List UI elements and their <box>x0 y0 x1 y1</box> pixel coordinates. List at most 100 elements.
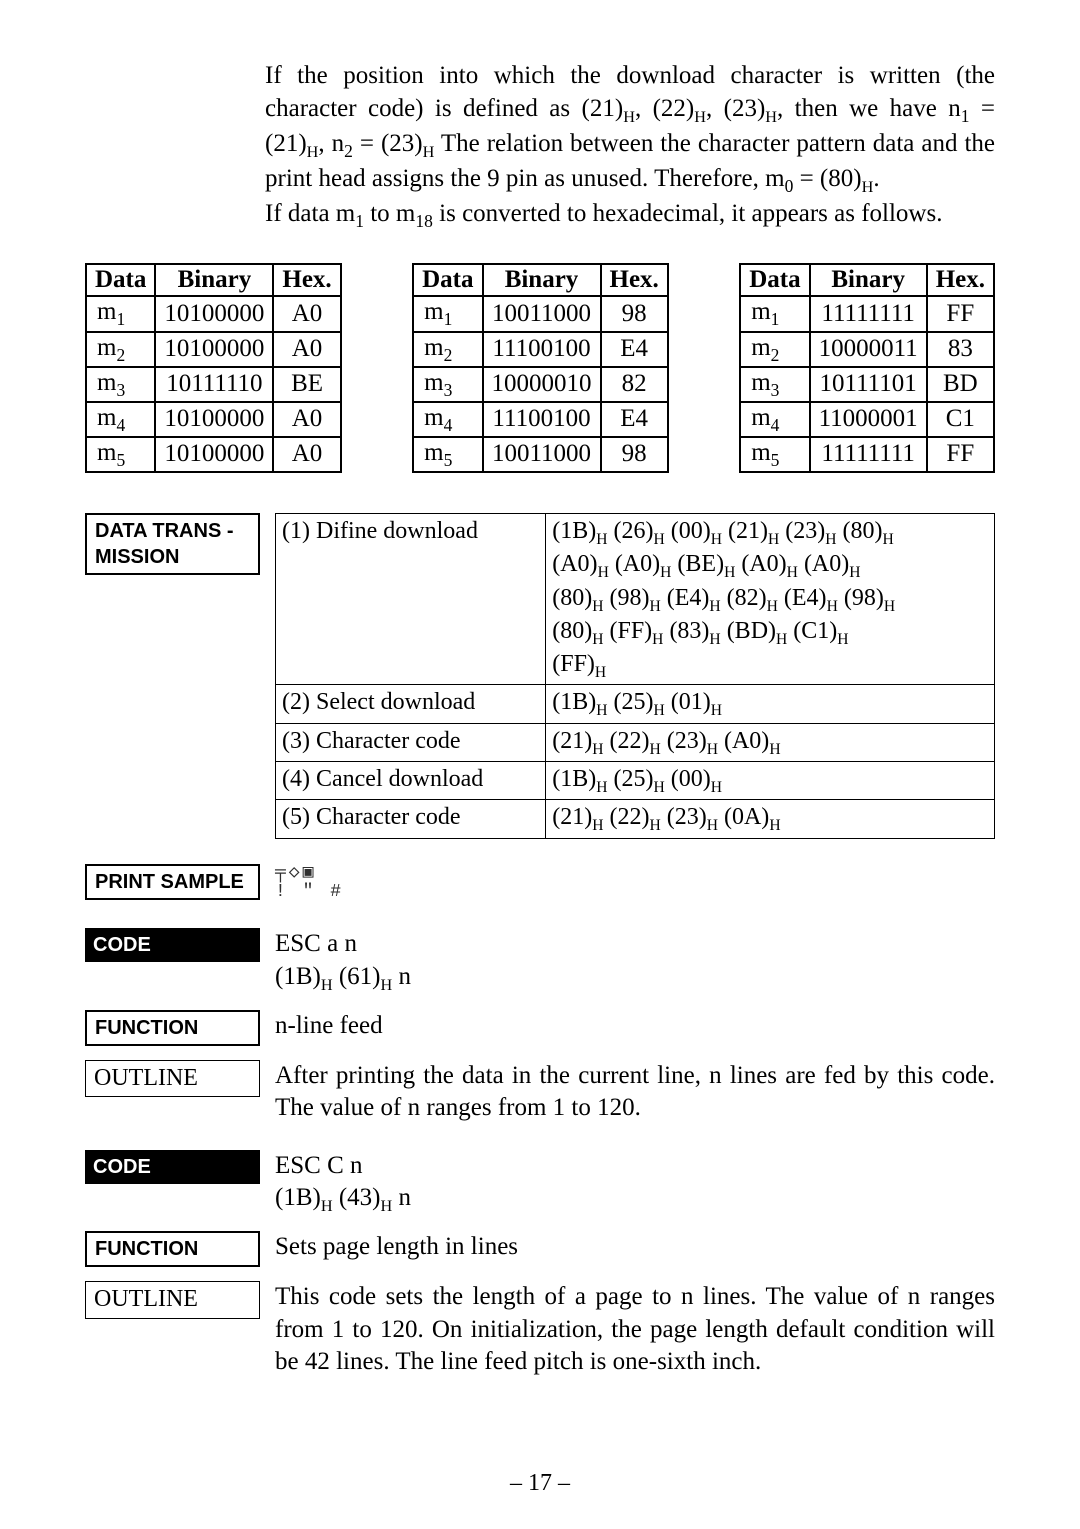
hex-cell: FF <box>927 296 994 331</box>
code2-outline-text: This code sets the length of a page to n… <box>275 1281 995 1379</box>
hex-cell: A0 <box>273 437 340 472</box>
hex-cell: E4 <box>601 402 668 437</box>
code1-function-row: FUNCTION n-line feed <box>85 1010 995 1046</box>
code1-code-body: ESC a n (1B)H (61)H n <box>275 928 995 996</box>
table-row: m111111111FF <box>740 296 994 331</box>
code1-code-label: CODE <box>85 928 260 962</box>
hex-cell: E4 <box>601 332 668 367</box>
code1-code-row: CODE ESC a n (1B)H (61)H n <box>85 928 995 996</box>
data-trans-table: (1) Difine download(1B)H (26)H (00)H (21… <box>275 513 995 839</box>
intro-text: If the position into which the download … <box>265 60 995 233</box>
binary-table-3: DataBinaryHex.m111111111FFm21000001183m3… <box>739 263 995 473</box>
binary-cell: 10111110 <box>155 367 273 402</box>
binary-cell: 11111111 <box>810 437 927 472</box>
data-cell: m5 <box>740 437 809 472</box>
hex-cell: BE <box>273 367 340 402</box>
code2-function-text: Sets page length in lines <box>275 1231 995 1264</box>
binary-cell: 11111111 <box>810 296 927 331</box>
col-header: Binary <box>810 264 927 297</box>
data-cell: m3 <box>413 367 482 402</box>
data-cell: m1 <box>740 296 809 331</box>
binary-cell: 10100000 <box>155 332 273 367</box>
binary-table-2: DataBinaryHex.m11001100098m211100100E4m3… <box>412 263 669 473</box>
table-row: (4) Cancel download(1B)H (25)H (00)H <box>276 761 995 799</box>
col-header: Binary <box>483 264 601 297</box>
table-row: m21000001183 <box>740 332 994 367</box>
data-trans-label: DATA TRANS - MISSION <box>85 513 260 575</box>
data-cell: m1 <box>413 296 482 331</box>
table-row: m110100000A0 <box>86 296 341 331</box>
col-header: Hex. <box>927 264 994 297</box>
hex-cell: 98 <box>601 437 668 472</box>
table-row: m410100000A0 <box>86 402 341 437</box>
table-row: m510100000A0 <box>86 437 341 472</box>
data-cell: m5 <box>413 437 482 472</box>
binary-table-1: DataBinaryHex.m110100000A0m210100000A0m3… <box>85 263 342 473</box>
code2-code-label: CODE <box>85 1150 260 1184</box>
hex-cell: A0 <box>273 402 340 437</box>
binary-cell: 10100000 <box>155 296 273 331</box>
data-cell: m3 <box>86 367 155 402</box>
table-row: m511111111FF <box>740 437 994 472</box>
table-row: m310111101BD <box>740 367 994 402</box>
hex-cell: 82 <box>601 367 668 402</box>
table-row: m411100100E4 <box>413 402 668 437</box>
code2-outline-label: OUTLINE <box>85 1281 260 1318</box>
trans-right-cell: (1B)H (25)H (01)H <box>546 685 995 723</box>
binary-cell: 10011000 <box>483 296 601 331</box>
table-row: (5) Character code(21)H (22)H (23)H (0A)… <box>276 800 995 838</box>
col-header: Data <box>86 264 155 297</box>
table-row: (2) Select download(1B)H (25)H (01)H <box>276 685 995 723</box>
binary-cell: 11100100 <box>483 332 601 367</box>
binary-cell: 11100100 <box>483 402 601 437</box>
binary-cell: 10111101 <box>810 367 927 402</box>
code2-function-label: FUNCTION <box>85 1231 260 1267</box>
binary-tables-row: DataBinaryHex.m110100000A0m210100000A0m3… <box>85 263 995 473</box>
hex-cell: C1 <box>927 402 994 437</box>
table-row: m411000001C1 <box>740 402 994 437</box>
col-header: Hex. <box>273 264 340 297</box>
binary-cell: 10000011 <box>810 332 927 367</box>
print-sample-section: PRINT SAMPLE ╤◇▣ ! " # <box>85 864 995 904</box>
trans-right-cell: (21)H (22)H (23)H (A0)H <box>546 723 995 761</box>
col-header: Binary <box>155 264 273 297</box>
code1-outline-label: OUTLINE <box>85 1060 260 1097</box>
code2-code-row: CODE ESC C n (1B)H (43)H n <box>85 1150 995 1218</box>
table-row: (1) Difine download(1B)H (26)H (00)H (21… <box>276 514 995 685</box>
trans-right-cell: (1B)H (26)H (00)H (21)H (23)H (80)H(A0)H… <box>546 514 995 685</box>
page-number: – 17 – <box>0 1468 1080 1499</box>
data-cell: m2 <box>86 332 155 367</box>
page: If the position into which the download … <box>0 0 1080 1529</box>
hex-cell: A0 <box>273 296 340 331</box>
table-row: m210100000A0 <box>86 332 341 367</box>
print-sample-output: ╤◇▣ ! " # <box>275 864 995 904</box>
code1-function-text: n-line feed <box>275 1010 995 1043</box>
data-cell: m5 <box>86 437 155 472</box>
hex-cell: A0 <box>273 332 340 367</box>
trans-left-cell: (2) Select download <box>276 685 546 723</box>
trans-left-cell: (4) Cancel download <box>276 761 546 799</box>
trans-right-cell: (21)H (22)H (23)H (0A)H <box>546 800 995 838</box>
table-row: m11001100098 <box>413 296 668 331</box>
code1-outline-row: OUTLINE After printing the data in the c… <box>85 1060 995 1125</box>
table-row: m310111110BE <box>86 367 341 402</box>
intro-paragraph-1: If the position into which the download … <box>265 60 995 198</box>
table-row: m51001100098 <box>413 437 668 472</box>
data-cell: m2 <box>740 332 809 367</box>
col-header: Hex. <box>601 264 668 297</box>
data-cell: m3 <box>740 367 809 402</box>
binary-cell: 10100000 <box>155 437 273 472</box>
data-cell: m4 <box>413 402 482 437</box>
code1-function-label: FUNCTION <box>85 1010 260 1046</box>
hex-cell: 98 <box>601 296 668 331</box>
print-sample-label: PRINT SAMPLE <box>85 864 260 900</box>
intro-paragraph-2: If data m1 to m18 is converted to hexade… <box>265 198 995 233</box>
trans-left-cell: (5) Character code <box>276 800 546 838</box>
binary-cell: 10000010 <box>483 367 601 402</box>
trans-right-cell: (1B)H (25)H (00)H <box>546 761 995 799</box>
hex-cell: BD <box>927 367 994 402</box>
table-row: m211100100E4 <box>413 332 668 367</box>
data-transmission-section: DATA TRANS - MISSION (1) Difine download… <box>85 513 995 839</box>
table-row: m31000001082 <box>413 367 668 402</box>
data-cell: m4 <box>86 402 155 437</box>
